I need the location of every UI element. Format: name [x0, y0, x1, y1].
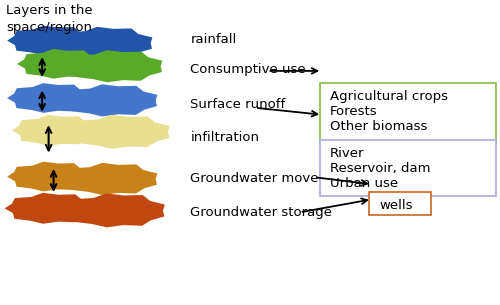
Polygon shape: [4, 193, 96, 224]
Text: Agricultural crops
Forests
Other biomass: Agricultural crops Forests Other biomass: [330, 90, 448, 133]
Polygon shape: [7, 83, 93, 113]
Polygon shape: [7, 162, 93, 192]
Text: Groundwater storage: Groundwater storage: [190, 206, 332, 219]
Text: infiltration: infiltration: [190, 131, 260, 144]
Polygon shape: [62, 163, 158, 195]
FancyBboxPatch shape: [320, 140, 496, 196]
Text: wells: wells: [380, 199, 413, 212]
FancyBboxPatch shape: [370, 192, 432, 215]
Polygon shape: [69, 115, 170, 149]
Text: Groundwater movement: Groundwater movement: [190, 172, 354, 185]
FancyBboxPatch shape: [320, 83, 496, 142]
Text: Layers in the
space/region: Layers in the space/region: [6, 4, 93, 34]
Text: rainfall: rainfall: [190, 33, 236, 46]
Text: Surface runoff: Surface runoff: [190, 98, 286, 111]
Polygon shape: [17, 49, 103, 79]
Text: River
Reservoir, dam
Urban use: River Reservoir, dam Urban use: [330, 147, 430, 190]
Polygon shape: [66, 50, 162, 82]
Polygon shape: [12, 115, 98, 146]
Polygon shape: [7, 26, 93, 56]
Text: Consumptive use: Consumptive use: [190, 63, 306, 76]
Polygon shape: [64, 193, 165, 228]
Polygon shape: [62, 84, 158, 117]
Polygon shape: [56, 27, 152, 59]
